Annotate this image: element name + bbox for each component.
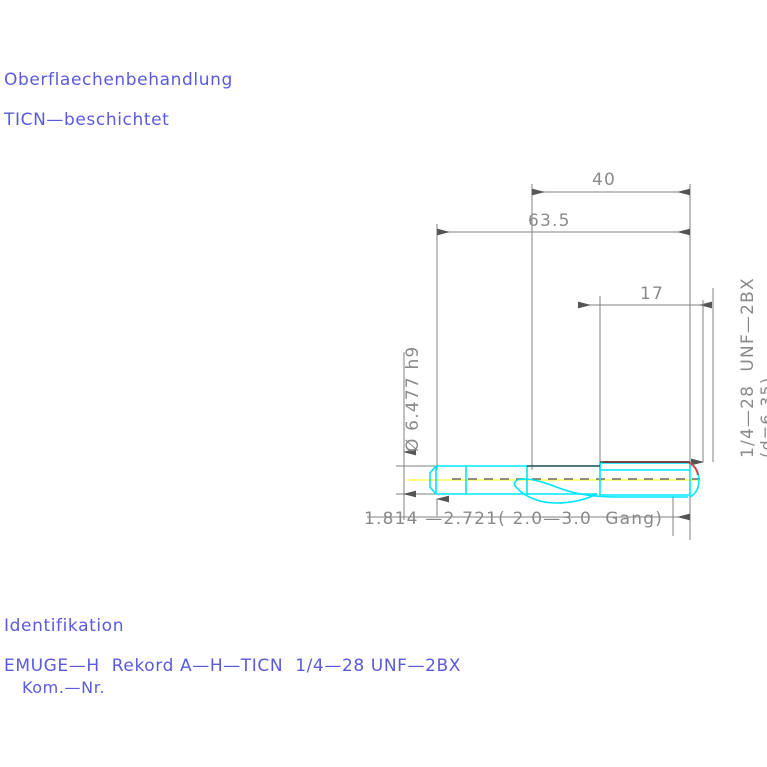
tap-tool-outline [429,462,700,504]
identification-heading: Identifikation [4,616,125,636]
dimension-label-overall-length: 63.5 [528,211,571,231]
identification-line-2: Kom.—Nr. [22,678,106,697]
thread-highlight [603,461,699,476]
dimension-label-thread-length: 17 [640,284,665,304]
surface-treatment-value: TICN—beschichtet [4,110,170,130]
dimension-label-shank-length: 40 [592,170,617,190]
identification-line-1: EMUGE—H Rekord A—H—TICN 1/4—28 UNF—2BX [4,656,462,676]
surface-treatment-heading: Oberflaechenbehandlung [4,70,233,90]
dimension-lines [367,188,712,521]
dimension-label-shank-diameter: Ø 6.477 h9 [403,345,423,452]
dimension-label-thread-spec-2: (d=6.35) [757,376,767,458]
dimension-label-thread-spec-1: 1/4—28 UNF—2BX [738,277,758,458]
reference-edges [527,461,690,467]
dimension-label-pitch: 1.814 —2.721( 2.0—3.0 Gang) [364,509,664,529]
